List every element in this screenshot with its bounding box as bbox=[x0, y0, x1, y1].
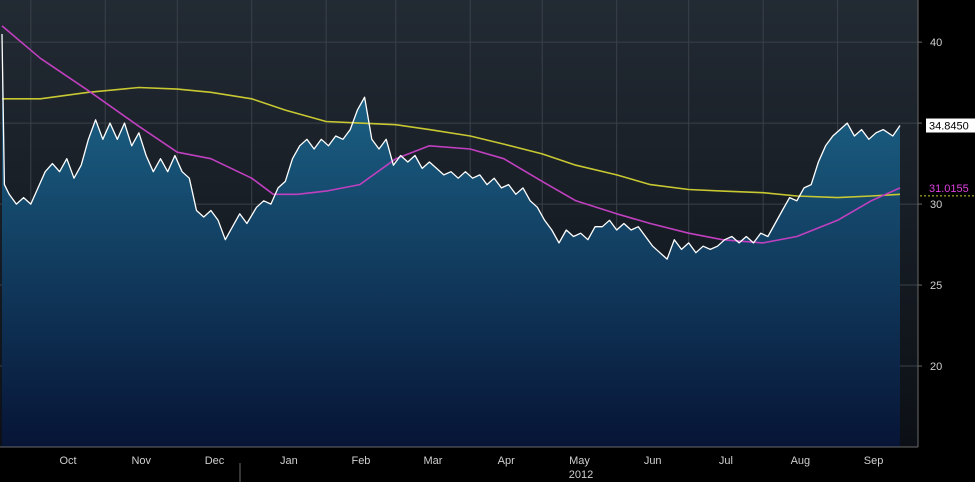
y-tick-label: 40 bbox=[930, 37, 942, 49]
y-tick-label: 20 bbox=[930, 361, 942, 373]
x-axis: Oct Nov Dec Jan Feb Mar Apr May Jun Jul Aug Sep bbox=[59, 455, 883, 467]
ma_long-line bbox=[2, 86, 901, 199]
x-tick-label: May bbox=[569, 455, 590, 467]
x-tick-label: Jan bbox=[280, 455, 298, 467]
y-tick-label: 30 bbox=[930, 199, 942, 211]
x-tick-label: Jun bbox=[644, 455, 662, 467]
price-area bbox=[2, 34, 900, 447]
x-tick-label: Mar bbox=[424, 455, 443, 467]
series-layer bbox=[1, 25, 901, 447]
x-tick-label: Oct bbox=[59, 455, 76, 467]
x-tick-label: Nov bbox=[131, 455, 151, 467]
x-tick-label: Sep bbox=[864, 455, 884, 467]
last-value-labels: 34.8450 31.0155 bbox=[920, 118, 975, 197]
price-line bbox=[1, 33, 901, 260]
last-value-label: 34.8450 bbox=[929, 121, 969, 133]
y-tick-label: 25 bbox=[930, 280, 942, 292]
x-tick-label: Apr bbox=[498, 455, 515, 467]
x-tick-label: Feb bbox=[351, 455, 370, 467]
x-tick-label: Jul bbox=[719, 455, 733, 467]
x-tick-label: Dec bbox=[205, 455, 225, 467]
ma_short-line bbox=[1, 25, 901, 244]
x-tick-label: Aug bbox=[791, 455, 811, 467]
last-value-badge bbox=[926, 118, 975, 133]
year-label: 2012 bbox=[569, 469, 593, 481]
last-value-badge bbox=[926, 180, 975, 195]
last-value-label: 31.0155 bbox=[929, 183, 969, 195]
